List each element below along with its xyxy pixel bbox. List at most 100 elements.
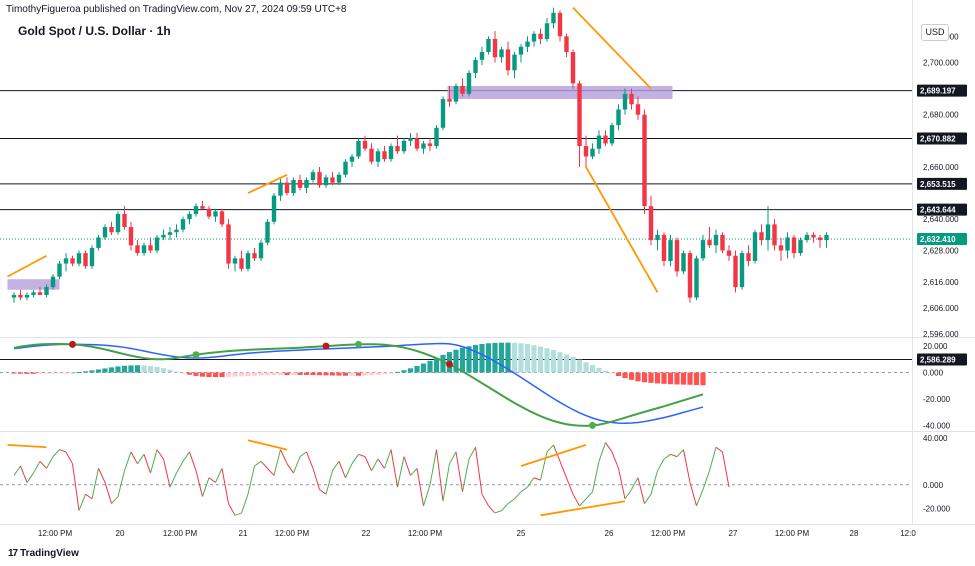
oscillator-segment [169, 472, 177, 488]
oscillator-segment [358, 453, 366, 458]
candle-body [447, 99, 452, 102]
oscillator-segment [416, 468, 424, 507]
oscillator-segment [98, 468, 106, 483]
macd-histogram-bar [628, 372, 635, 380]
candle-body [427, 143, 433, 147]
macd-histogram-bar [232, 372, 238, 377]
oscillator-segment [423, 484, 431, 507]
candle-body [206, 208, 212, 217]
time-tick-label: 12:00 PM [38, 529, 73, 538]
macd-histogram-bar [648, 372, 654, 383]
time-tick-label: 22 [362, 529, 371, 538]
oscillator-segment [390, 449, 398, 488]
candle-body [720, 234, 725, 251]
macd-cross-marker [69, 340, 76, 348]
candle-body [102, 227, 108, 238]
oscillator-segment [481, 493, 489, 507]
candle-body [291, 180, 296, 194]
oscillator-segment [215, 468, 223, 483]
currency-button[interactable]: USD [921, 24, 949, 41]
macd-histogram-bar [102, 368, 108, 373]
oscillator-segment [20, 465, 28, 483]
oscillator-segment [429, 449, 437, 485]
time-tick-label: 12:00 PM [163, 529, 198, 538]
macd-histogram-bar [544, 348, 550, 373]
tradingview-logo[interactable]: 17 TradingView [8, 548, 79, 559]
candle-body [577, 83, 582, 147]
oscillator-segment [273, 449, 281, 476]
candle-body [609, 125, 615, 144]
oscillator-divergence-line [520, 444, 587, 467]
macd-histogram-bar [323, 372, 329, 376]
macd-histogram-bar [271, 372, 277, 376]
trend-line [585, 166, 659, 293]
macd-histogram-bar [667, 372, 674, 385]
oscillator-segment [663, 453, 671, 460]
trend-line [572, 6, 652, 90]
candle-body [739, 253, 745, 288]
macd-histogram-bar [674, 372, 680, 385]
candle-body [135, 245, 140, 254]
macd-histogram-bar [589, 365, 596, 373]
candle-body [115, 213, 121, 233]
candle-body [148, 245, 153, 251]
oscillator-segment [59, 449, 67, 453]
candle-body [180, 219, 186, 230]
oscillator-segment [91, 468, 99, 499]
oscillator-segment [332, 461, 340, 472]
candle-body [375, 151, 381, 162]
level-price-label: 2,586.289 [920, 355, 956, 364]
candle-body [76, 253, 82, 264]
candle-body [219, 211, 225, 225]
macd-histogram-bar [401, 370, 407, 373]
candle-body [804, 234, 810, 241]
macd-histogram-bar [342, 372, 349, 376]
candle-body [635, 104, 641, 115]
candle-body [89, 247, 95, 267]
oscillator-segment [715, 446, 723, 453]
candle-body [596, 135, 602, 149]
macd-histogram-bar [206, 372, 212, 378]
macd-histogram-bar [264, 372, 271, 376]
candle-body [63, 258, 69, 264]
oscillator-segment [345, 463, 353, 478]
oscillator-segment [195, 470, 203, 497]
candle-body [369, 148, 374, 162]
time-tick-label: 21 [239, 529, 248, 538]
oscillator-segment [397, 456, 405, 488]
macd-histogram-bar [30, 372, 37, 374]
candle-body [57, 263, 62, 277]
candle-body [304, 180, 309, 188]
macd-histogram-bar [472, 344, 479, 373]
oscillator-segment [449, 451, 457, 464]
candle-body [668, 240, 673, 261]
oscillator-segment [312, 468, 320, 490]
macd-histogram-bar [518, 343, 524, 373]
macd-histogram-bar [69, 372, 76, 374]
candle-body [674, 240, 680, 272]
candle-body [434, 127, 439, 147]
oscillator-segment [46, 456, 54, 469]
candle-body [603, 135, 608, 144]
oscillator-segment [293, 456, 301, 474]
candle-body [297, 180, 303, 188]
macd-histogram-bar [50, 372, 56, 374]
candle-body [544, 23, 550, 39]
oscillator-segment [436, 449, 444, 502]
candle-body [11, 294, 17, 298]
oscillator-segment [676, 449, 684, 457]
oscillator-segment [696, 489, 704, 507]
oscillator-segment [540, 451, 548, 481]
macd-histogram-bar [479, 343, 485, 373]
candle-body [713, 234, 719, 246]
candle-body [193, 206, 199, 214]
oscillator-segment [702, 470, 710, 490]
candle-body [122, 213, 127, 228]
oscillator-segment [572, 493, 580, 507]
macd-histogram-bar [420, 363, 427, 373]
candle-body [388, 146, 394, 160]
oscillator-segment [553, 444, 561, 462]
macd-histogram-bar [700, 372, 706, 386]
macd-histogram-bar [687, 372, 693, 385]
